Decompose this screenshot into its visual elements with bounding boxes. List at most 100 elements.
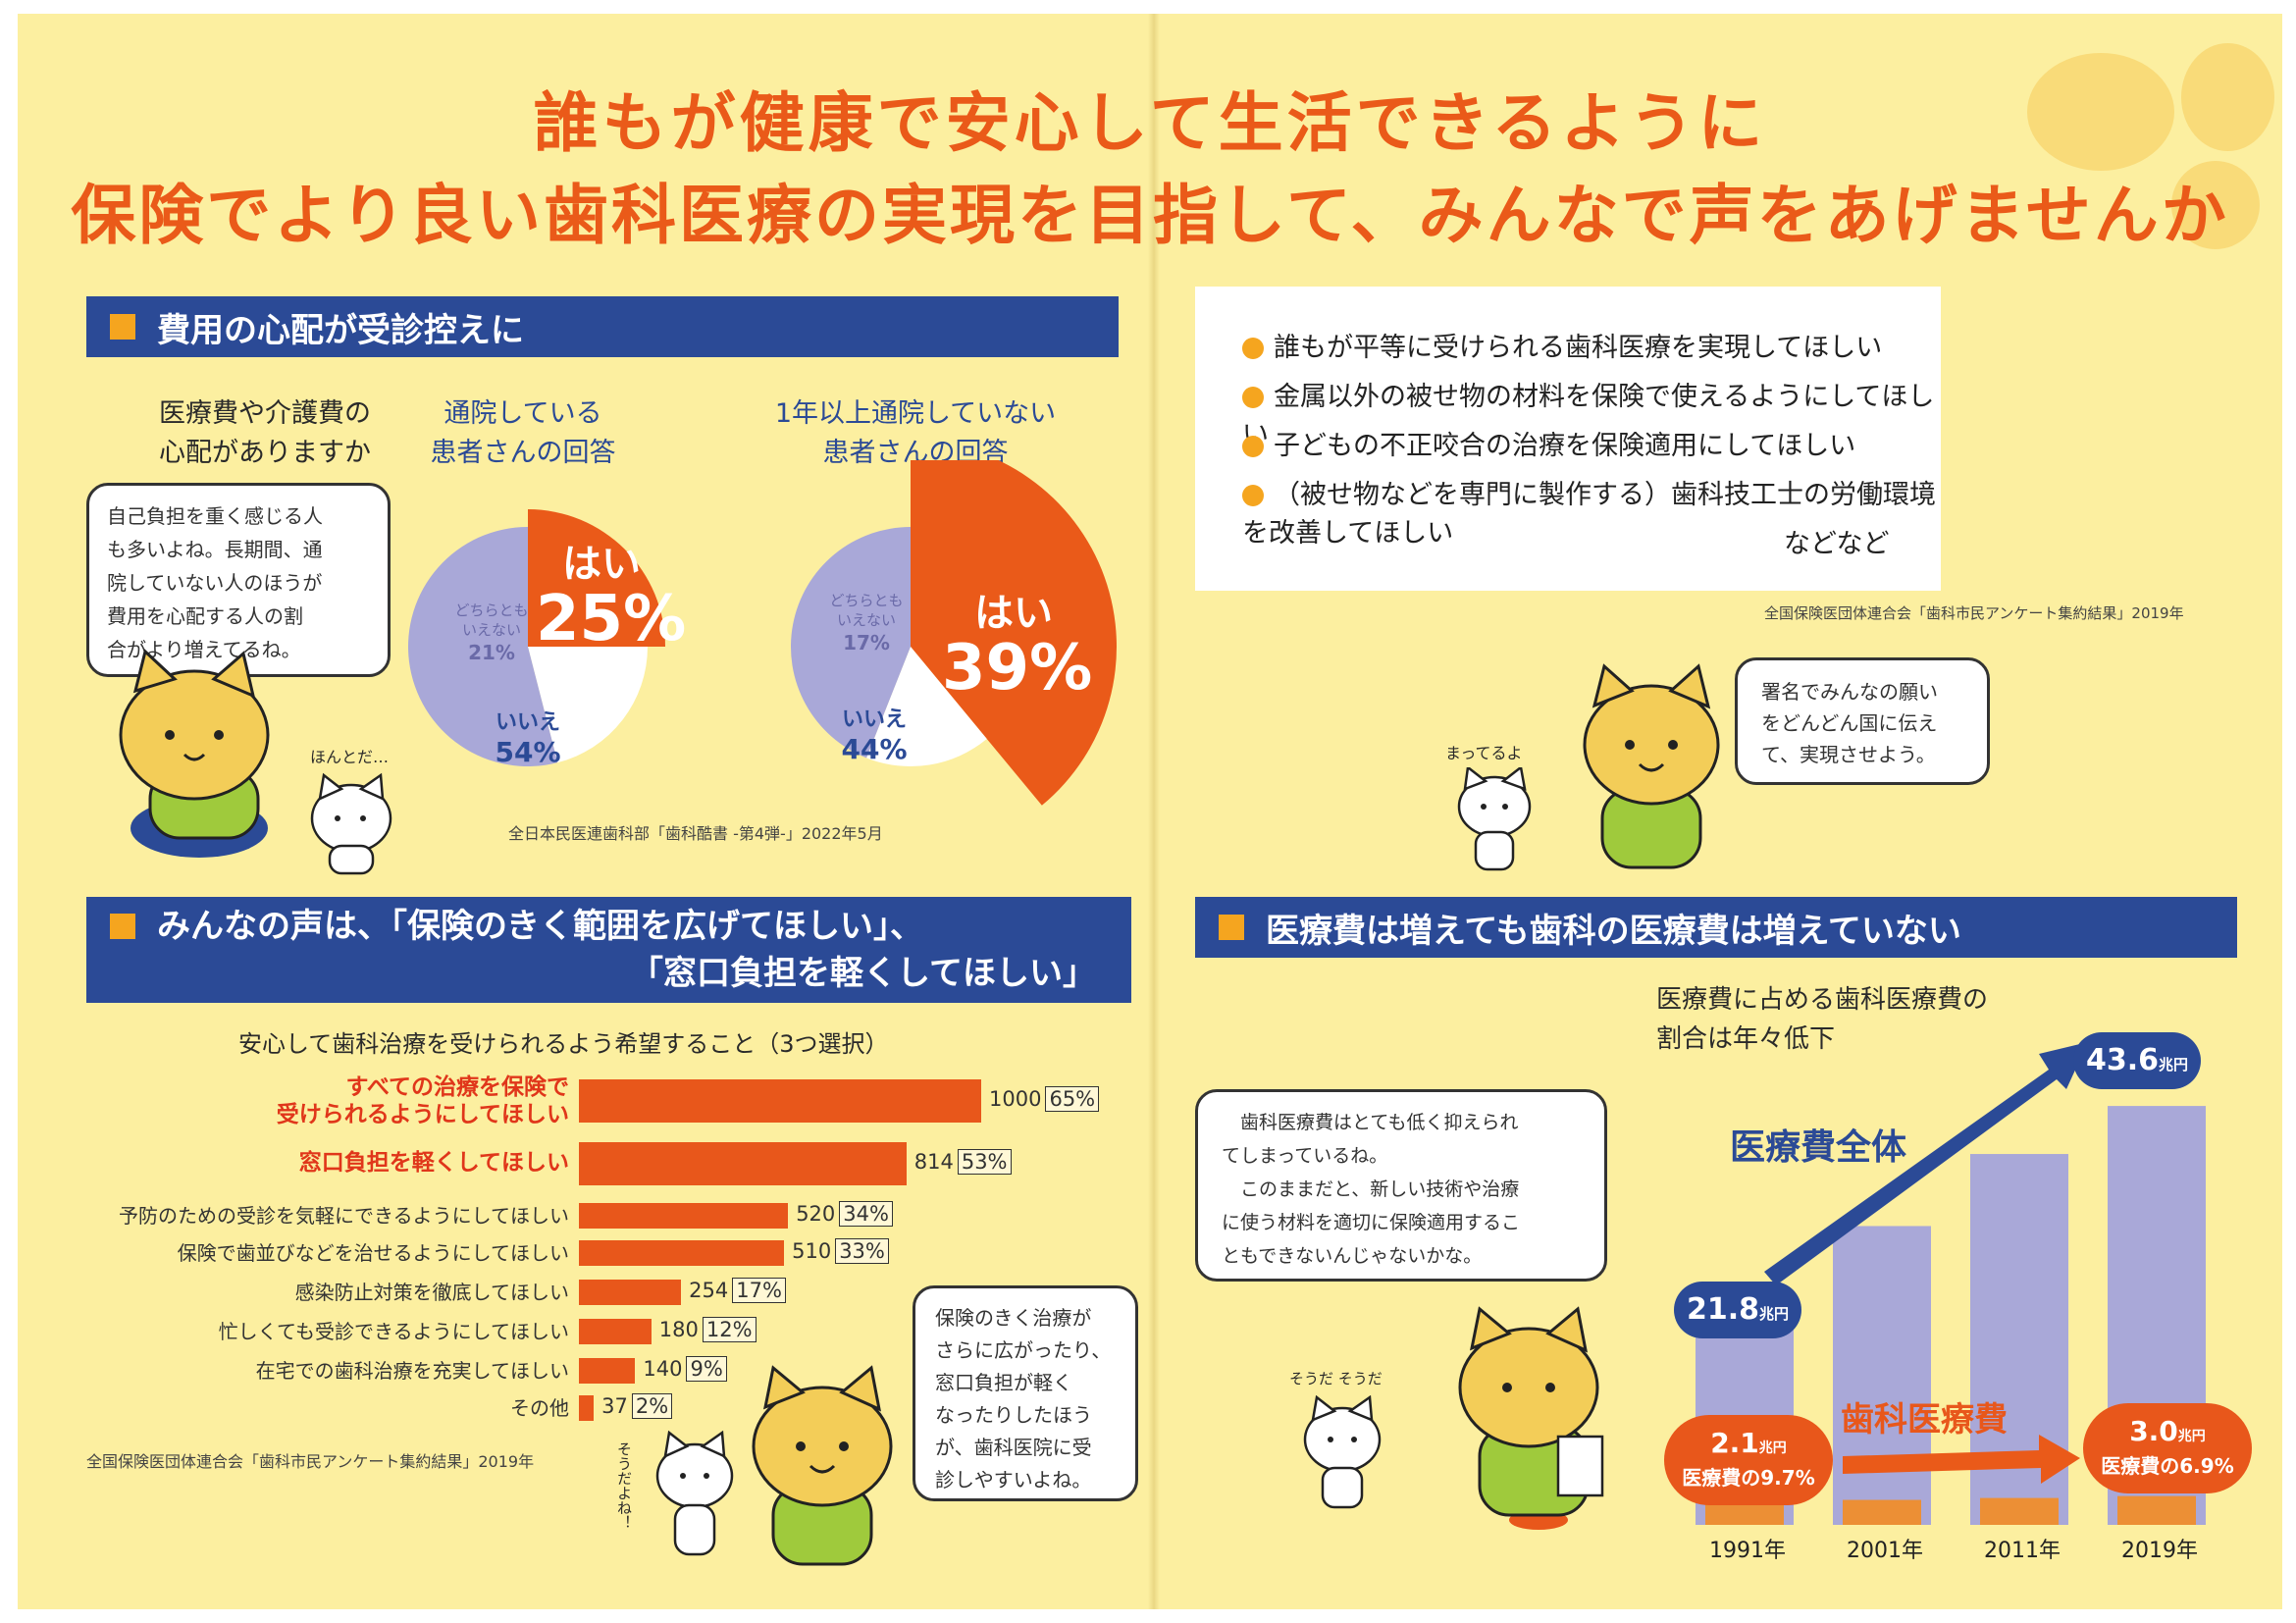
dental-cost-bar — [1980, 1497, 2059, 1525]
bar-label: 窓口負担を軽くしてほしい — [298, 1150, 569, 1176]
bar — [579, 1240, 785, 1266]
pie-slice-yes — [528, 509, 665, 647]
paw-toe — [2181, 43, 2274, 151]
cost-chart-subtitle: 医療費に占める歯科医療費の 割合は年々低下 — [1656, 985, 1989, 1054]
bar — [579, 1203, 789, 1229]
year-label: 2019年 — [2121, 1539, 2198, 1563]
cat-mascot-document-icon — [1458, 1306, 1604, 1530]
section-heading-medical-costs: 医療費は増えても歯科の医療費は増えていない — [1195, 897, 2237, 958]
speech-bubble-cost: 自己負担を重く感じる人 も多いよね。長期間、通 院していない人のほうが 費用を心… — [86, 483, 391, 677]
speech-bubble-dental-costs: 歯科医療費はとても低く抑えられ てしまっているね。 このままだと、新しい技術や治… — [1195, 1089, 1607, 1282]
upward-arrow-icon — [1764, 1042, 2088, 1285]
dental-1991-pill: 2.1兆円 医療費の9.7% — [1664, 1415, 1833, 1505]
paw-decoration — [2027, 53, 2174, 171]
source-wishes: 全国保険医団体連合会「歯科市民アンケート集約結果」2019年 — [1764, 604, 2184, 622]
section-heading-text: 費用の心配が受診控えに — [157, 310, 524, 350]
wish-item: （被せ物などを専門に製作する）歯科技工士の労働環境を改善してほしい — [1242, 480, 1936, 549]
page-fold — [1148, 14, 1160, 1609]
cat-remark-4: そうだ そうだ — [1289, 1370, 1383, 1387]
source-bar: 全国保険医団体連合会「歯科市民アンケート集約結果」2019年 — [86, 1452, 535, 1471]
wishes-box: 誰もが平等に受けられる歯科医療を実現してほしい 金属以外の被せ物の材料を保険で使… — [1195, 287, 1941, 591]
speech-bubble-insurance: 保険のきく治療が さらに広がったり、 窓口負担が軽く なったりしたほう が、歯科… — [913, 1285, 1138, 1501]
bar-chart-title: 安心して歯科治療を受けられるよう希望すること（3つ選択） — [238, 1030, 889, 1058]
bar-value: 37 2% — [601, 1393, 673, 1419]
cat-remark-2: そうだよね！ — [615, 1441, 633, 1530]
bar-label: 予防のための受診を気軽にできるようにしてほしい — [119, 1204, 569, 1228]
year-label: 2011年 — [1984, 1539, 2061, 1563]
square-bullet-icon — [110, 314, 135, 340]
main-title-line1: 誰もが健康で安心して生活できるように — [533, 85, 1767, 161]
pie-chart-outpatients — [407, 509, 665, 766]
year-label: 2001年 — [1847, 1539, 1923, 1563]
pie-chart-non-visitors — [791, 460, 1117, 806]
pie2-yes-value: 39% — [942, 632, 1093, 705]
bar — [579, 1319, 652, 1344]
pie1-title: 通院している 患者さんの回答 — [430, 398, 616, 468]
bar-value: 814 53% — [914, 1149, 1012, 1175]
bar-label: 在宅での歯科治療を充実してほしい — [255, 1359, 569, 1383]
pie1-yes-label: はい — [562, 542, 641, 587]
pie-slice-neutral — [866, 647, 987, 766]
total-1991-pill: 21.8兆円 — [1674, 1282, 1801, 1338]
section-heading-voices: みんなの声は、「保険のきく範囲を広げてほしい」、 「窓口負担を軽くしてほしい」 — [86, 897, 1131, 1003]
total-2019-pill: 43.6兆円 — [2073, 1032, 2201, 1089]
bullet-dot-icon — [1242, 485, 1264, 506]
year-label: 1991年 — [1709, 1539, 1786, 1563]
cat-mascot-icon — [119, 649, 270, 858]
white-cat-icon — [1303, 1395, 1382, 1509]
white-cat-icon — [655, 1430, 734, 1556]
bar-label: 感染防止対策を徹底してほしい — [294, 1281, 569, 1304]
pie-slice-no — [791, 527, 911, 759]
bar-value: 1000 65% — [989, 1086, 1100, 1112]
white-cat-icon — [1457, 767, 1532, 871]
pie-slice-yes — [911, 460, 1117, 806]
main-title-line2: 保険でより良い歯科医療の実現を目指して、みんなで声をあげませんか — [71, 178, 2229, 253]
paw-toe — [2171, 161, 2260, 249]
pie1-slices — [407, 509, 665, 766]
bar-value: 140 9% — [643, 1356, 727, 1382]
pie2-no: いいえ 44% — [841, 707, 908, 765]
bar — [579, 1079, 981, 1123]
square-bullet-icon — [110, 914, 135, 939]
speech-bubble-petition: 署名でみんなの願い をどんどん国に伝え て、実現させよう。 — [1735, 657, 1990, 785]
bullet-dot-icon — [1242, 436, 1264, 457]
total-cost-label: 医療費全体 — [1730, 1127, 1907, 1168]
dental-cost-bar — [2117, 1495, 2196, 1525]
pie2-slices — [791, 460, 1117, 806]
bullet-dot-icon — [1242, 387, 1264, 408]
bar — [579, 1142, 907, 1185]
dental-cost-label: 歯科医療費 — [1841, 1400, 2008, 1440]
cat-remark-1: ほんとだ… — [310, 748, 390, 766]
white-cat-icon — [310, 772, 392, 875]
wish-item: 誰もが平等に受けられる歯科医療を実現してほしい — [1242, 326, 1882, 364]
pie1-neutral: どちらとも いえない 21% — [454, 602, 529, 664]
cat-remark-3: まってるよ — [1445, 744, 1523, 762]
dental-cost-bar — [1705, 1504, 1784, 1525]
square-bullet-icon — [1219, 915, 1244, 940]
bar-label: 保険で歯並びなどを治せるようにしてほしい — [177, 1241, 569, 1265]
bar-label: その他 — [510, 1396, 569, 1420]
section-heading-cost: 費用の心配が受診控えに — [86, 296, 1119, 357]
source-pie: 全日本民医連歯科部「歯科酷書 -第4弾-」2022年5月 — [508, 824, 883, 843]
bar-value: 254 17% — [689, 1278, 786, 1303]
pie2-yes-label: はい — [974, 591, 1053, 636]
bar-value: 180 12% — [659, 1317, 757, 1342]
pie1-yes-value: 25% — [536, 583, 687, 655]
survey-question: 医療費や介護費の 心配がありますか — [159, 398, 371, 468]
dental-cost-bar — [1843, 1499, 1921, 1525]
wish-etc: などなど — [1784, 529, 1890, 559]
bar-value: 510 33% — [792, 1238, 889, 1264]
bar — [579, 1395, 595, 1421]
bullet-dot-icon — [1242, 338, 1264, 359]
pie-slice-neutral — [528, 647, 648, 763]
pie-slice-no — [407, 527, 558, 766]
bar-value: 520 34% — [796, 1201, 893, 1227]
cat-mascot-pointing-icon — [1583, 663, 1720, 869]
bar — [579, 1358, 636, 1384]
pie2-neutral: どちらとも いえない 17% — [829, 592, 904, 654]
bar-label: すべての治療を保険で 受けられるようにしてほしい — [276, 1074, 569, 1127]
cat-mascot-toothbrush-icon — [752, 1365, 893, 1566]
dental-2019-pill: 3.0兆円 医療費の6.9% — [2083, 1403, 2252, 1493]
wish-item: 子どもの不正咬合の治療を保険適用にしてほしい — [1242, 424, 1855, 462]
bar-label: 忙しくても受診できるようにしてほしい — [218, 1320, 569, 1343]
